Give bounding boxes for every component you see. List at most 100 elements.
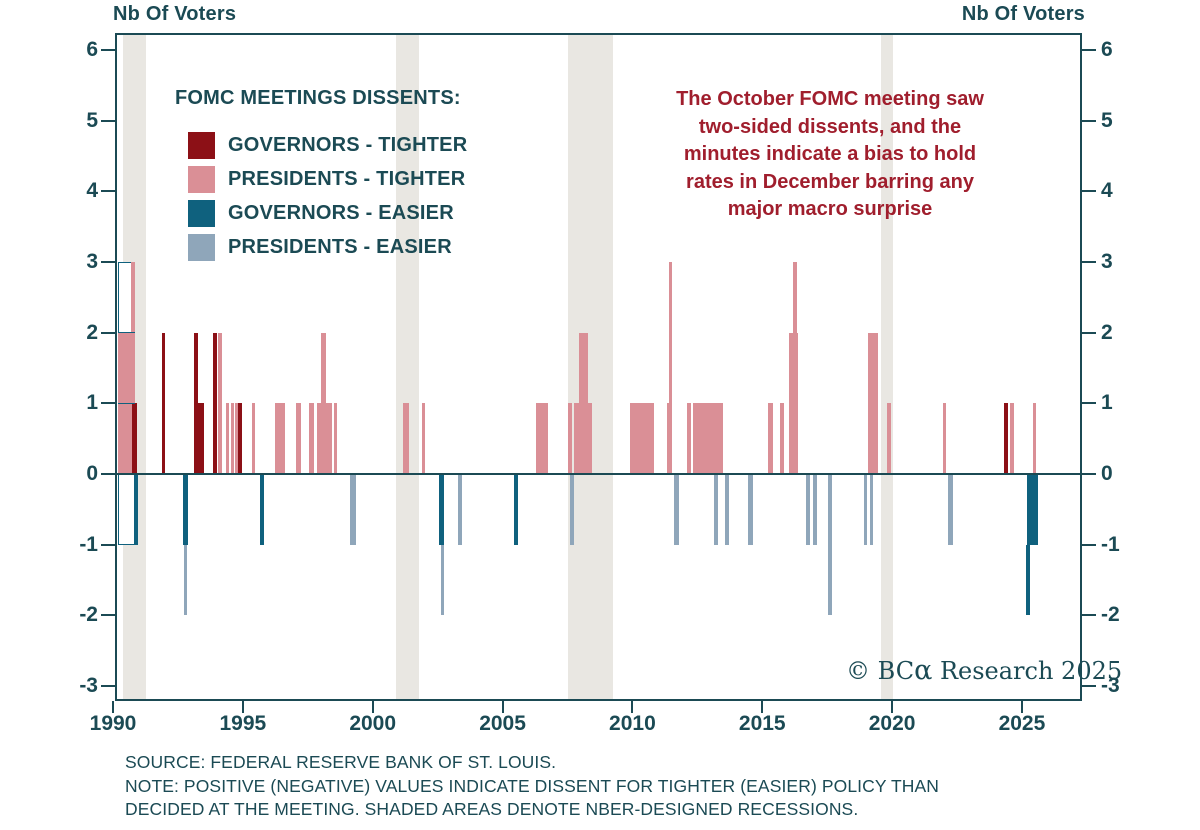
dissent-bar-pe bbox=[748, 474, 754, 545]
y-tick-label-left: -2 bbox=[79, 603, 98, 627]
legend-item: GOVERNORS - TIGHTER bbox=[188, 132, 467, 159]
y-tick-right bbox=[1082, 260, 1096, 263]
legend-swatch-pe bbox=[188, 234, 215, 261]
dissent-bar-gt bbox=[194, 332, 199, 474]
dissent-bar-pt bbox=[886, 403, 891, 474]
dissent-bar-pt bbox=[230, 403, 235, 474]
legend-item: GOVERNORS - EASIER bbox=[188, 200, 467, 227]
y-tick-right bbox=[1082, 48, 1096, 51]
dissent-bar-pt bbox=[535, 403, 549, 474]
y-tick-label-right: -3 bbox=[1101, 674, 1120, 697]
dissent-bar-ge bbox=[182, 474, 189, 545]
note-line-1: NOTE: POSITIVE (NEGATIVE) VALUES INDICAT… bbox=[125, 775, 939, 796]
y-tick-label-left: 4 bbox=[86, 179, 98, 203]
dissent-bar-ge bbox=[439, 474, 445, 545]
cluster-divider-line bbox=[117, 402, 135, 405]
legend-swatch-pt bbox=[188, 166, 215, 193]
x-tick bbox=[1020, 701, 1023, 713]
dissent-bar-pe bbox=[864, 474, 868, 545]
dissent-bar-pe bbox=[805, 474, 810, 545]
recession-band bbox=[396, 35, 419, 699]
dissent-bar-pt bbox=[251, 403, 256, 474]
y-tick-label-right: 1 bbox=[1101, 391, 1113, 415]
y-tick-left bbox=[101, 260, 115, 263]
x-tick bbox=[241, 701, 244, 713]
x-tick-label: 2005 bbox=[479, 712, 526, 735]
brand-name: BC bbox=[877, 657, 915, 685]
dissent-bar-pt bbox=[687, 403, 691, 474]
dissent-bar-ge bbox=[514, 474, 518, 545]
y-tick-label-left: 6 bbox=[86, 37, 98, 61]
copyright-text: © BCα Research 2025 bbox=[846, 655, 1122, 686]
x-tick bbox=[631, 701, 634, 713]
y-tick-label-left: 3 bbox=[86, 249, 98, 273]
y-tick-right bbox=[1082, 543, 1096, 546]
x-tick-label: 2010 bbox=[609, 712, 656, 735]
y-tick-right bbox=[1082, 331, 1096, 334]
legend-item: PRESIDENTS - EASIER bbox=[188, 234, 467, 261]
copyright-symbol: © bbox=[846, 657, 878, 685]
dissent-bar-pe bbox=[458, 474, 462, 545]
y-tick-label-left: 5 bbox=[86, 108, 98, 132]
dissent-bar-pt bbox=[629, 403, 654, 474]
x-tick-label: 2020 bbox=[868, 712, 916, 735]
footer-notes: SOURCE: FEDERAL RESERVE BANK OF ST. LOUI… bbox=[125, 751, 939, 822]
dissent-bar-gt bbox=[238, 403, 242, 474]
x-tick-label: 2000 bbox=[349, 712, 397, 735]
dissent-bar-pt bbox=[567, 403, 572, 474]
y-tick-left bbox=[101, 402, 115, 405]
dissent-bar-ge bbox=[1026, 474, 1038, 545]
y-tick-label-left: -3 bbox=[79, 674, 98, 697]
dissent-bar-pe bbox=[812, 474, 817, 545]
y-tick-label-right: 6 bbox=[1101, 37, 1113, 61]
zero-axis-line bbox=[115, 472, 1082, 475]
dissent-bar-ge bbox=[259, 474, 264, 545]
dissent-bar-pe bbox=[714, 474, 719, 545]
y-tick-label-right: 3 bbox=[1101, 249, 1113, 273]
y-tick-label-left: 1 bbox=[86, 391, 98, 415]
y-tick-left bbox=[101, 48, 115, 51]
y-tick-label-left: -1 bbox=[79, 532, 98, 556]
recession-band bbox=[567, 35, 613, 699]
dissent-bar-pe bbox=[184, 544, 188, 616]
x-tick-label: 2025 bbox=[998, 712, 1046, 735]
legend-items: GOVERNORS - TIGHTER PRESIDENTS - TIGHTER G… bbox=[175, 132, 467, 261]
copyright-rest: Research 2025 bbox=[932, 657, 1123, 685]
dissent-bar-pt bbox=[225, 403, 230, 474]
source-note: SOURCE: FEDERAL RESERVE BANK OF ST. LOUI… bbox=[125, 752, 557, 772]
legend-title: FOMC MEETINGS DISSENTS: bbox=[175, 87, 461, 109]
legend-label: GOVERNORS - EASIER bbox=[228, 202, 454, 224]
legend: FOMC MEETINGS DISSENTS: GOVERNORS - TIGH… bbox=[175, 87, 467, 268]
x-tick-label: 2015 bbox=[738, 712, 786, 735]
annotation-callout: The October FOMC meeting saw two-sided di… bbox=[598, 86, 1062, 224]
dissent-bar-pe bbox=[869, 474, 874, 545]
dissent-bar-ge bbox=[1026, 544, 1030, 616]
dissent-bar-pe bbox=[350, 474, 356, 545]
y-tick-label-right: 0 bbox=[1101, 462, 1113, 485]
legend-swatch-ge bbox=[188, 200, 215, 227]
dissent-bar-pe bbox=[569, 474, 574, 545]
brand-alpha: α bbox=[914, 655, 933, 686]
dissent-bar-pt bbox=[235, 403, 238, 474]
dissent-bar-pt bbox=[768, 403, 773, 474]
annotation-line: rates in December barring any bbox=[686, 170, 974, 193]
y-tick-right bbox=[1082, 685, 1096, 687]
legend-label: PRESIDENTS - EASIER bbox=[228, 236, 452, 258]
cluster-rect bbox=[132, 403, 137, 474]
y-tick-label-left: 2 bbox=[86, 320, 98, 344]
dissent-bar-pe bbox=[948, 474, 953, 545]
y-tick-label-right: -2 bbox=[1101, 603, 1120, 627]
dissent-bar-gt bbox=[1004, 403, 1009, 474]
dissent-bar-pt bbox=[309, 403, 314, 474]
dissent-bar-pt bbox=[421, 403, 426, 474]
cluster-divider-line bbox=[117, 331, 135, 334]
annotation-line: The October FOMC meeting saw bbox=[676, 88, 984, 110]
y-tick-left bbox=[101, 473, 115, 475]
y-tick-left bbox=[101, 685, 115, 687]
annotation-line: two-sided dissents, and the bbox=[698, 115, 962, 138]
dissent-bar-pt bbox=[275, 403, 285, 474]
dissent-bar-gt bbox=[213, 332, 217, 474]
legend-label: PRESIDENTS - TIGHTER bbox=[228, 168, 466, 190]
